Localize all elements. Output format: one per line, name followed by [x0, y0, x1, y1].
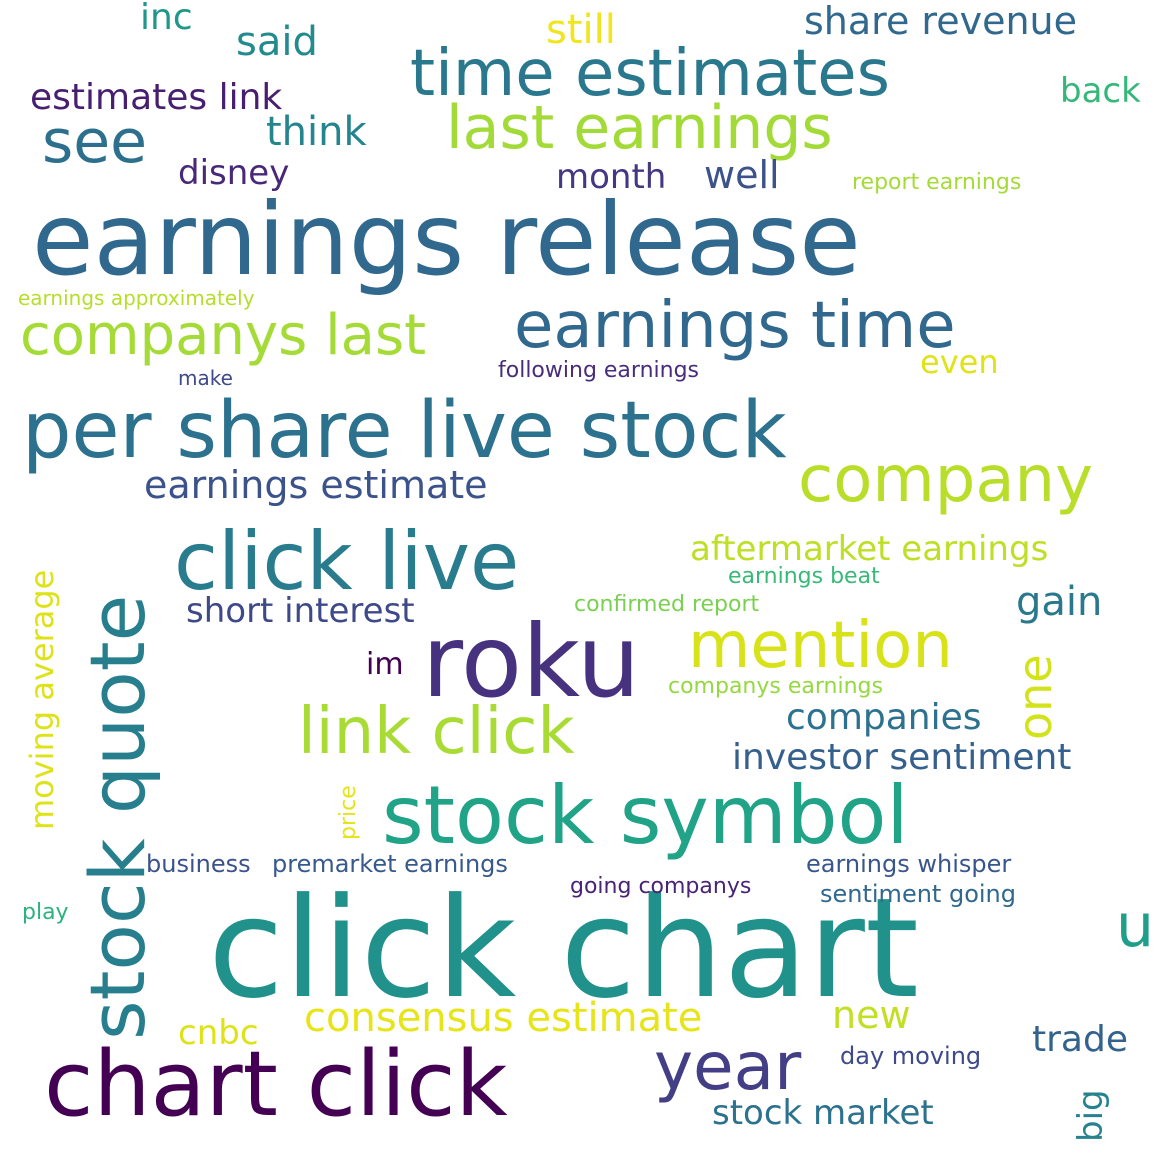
word-month: month — [556, 157, 667, 197]
word-companys-last: companys last — [20, 303, 427, 368]
word-earnings-beat: earnings beat — [728, 564, 880, 589]
word-aftermarket-earnings: aftermarket earnings — [690, 529, 1049, 569]
word-business: business — [146, 850, 251, 878]
word-earnings-estimate: earnings estimate — [144, 463, 488, 507]
word-play: play — [22, 900, 69, 925]
word-share-revenue: share revenue — [804, 0, 1077, 43]
word-see: see — [42, 107, 148, 177]
word-time-estimates: time estimates — [410, 37, 890, 111]
word-following-earnings: following earnings — [498, 358, 699, 383]
word-per-share-live-stock: per share live stock — [22, 386, 787, 476]
word-stock-quote: stock quote — [73, 594, 162, 1040]
word-link-click: link click — [298, 695, 575, 769]
word-said: said — [236, 19, 318, 65]
word-trade: trade — [1032, 1019, 1128, 1060]
word-new: new — [832, 993, 911, 1037]
word-premarket-earnings: premarket earnings — [272, 850, 508, 878]
word-chart-click: chart click — [44, 1032, 508, 1137]
word-back: back — [1060, 71, 1141, 111]
word-click-chart: click chart — [208, 868, 919, 1029]
word-still: still — [546, 7, 616, 53]
word-going-companys: going companys — [570, 874, 752, 899]
word-click-live: click live — [174, 515, 520, 608]
word-disney: disney — [178, 153, 290, 193]
word-estimates-link: estimates link — [30, 77, 283, 118]
word-make: make — [178, 366, 233, 390]
word-earnings-release: earnings release — [32, 181, 861, 298]
word-day-moving: day moving — [840, 1042, 982, 1070]
word-earnings-time: earnings time — [514, 289, 956, 363]
word-short-interest: short interest — [186, 591, 415, 631]
word-companies: companies — [786, 697, 982, 738]
word-big: big — [1071, 1089, 1111, 1142]
word-company: company — [798, 443, 1093, 517]
word-report-earnings: report earnings — [852, 170, 1022, 195]
word-earnings-approximately: earnings approximately — [18, 286, 255, 310]
word-gain: gain — [1016, 579, 1103, 625]
word-confirmed-report: confirmed report — [574, 592, 760, 617]
word-mention: mention — [688, 609, 953, 683]
word-u: u — [1116, 891, 1155, 961]
word-stock-symbol: stock symbol — [382, 769, 909, 862]
word-price: price — [336, 785, 361, 840]
word-consensus-estimate: consensus estimate — [304, 995, 703, 1041]
word-cnbc: cnbc — [178, 1013, 259, 1053]
word-year: year — [654, 1028, 802, 1105]
word-earnings-whisper: earnings whisper — [806, 850, 1012, 878]
word-companys-earnings: companys earnings — [668, 674, 883, 699]
word-well: well — [704, 153, 780, 197]
word-roku: roku — [422, 603, 641, 720]
word-last-earnings: last earnings — [446, 93, 833, 163]
word-investor-sentiment: investor sentiment — [732, 737, 1072, 778]
word-im: im — [366, 647, 404, 682]
word-inc: inc — [140, 0, 193, 38]
word-sentiment-going: sentiment going — [820, 880, 1016, 908]
word-even: even — [920, 343, 999, 381]
word-think: think — [266, 109, 367, 155]
word-one: one — [1008, 654, 1062, 740]
word-stock-market: stock market — [712, 1093, 934, 1133]
word-moving-average: moving average — [23, 569, 61, 830]
